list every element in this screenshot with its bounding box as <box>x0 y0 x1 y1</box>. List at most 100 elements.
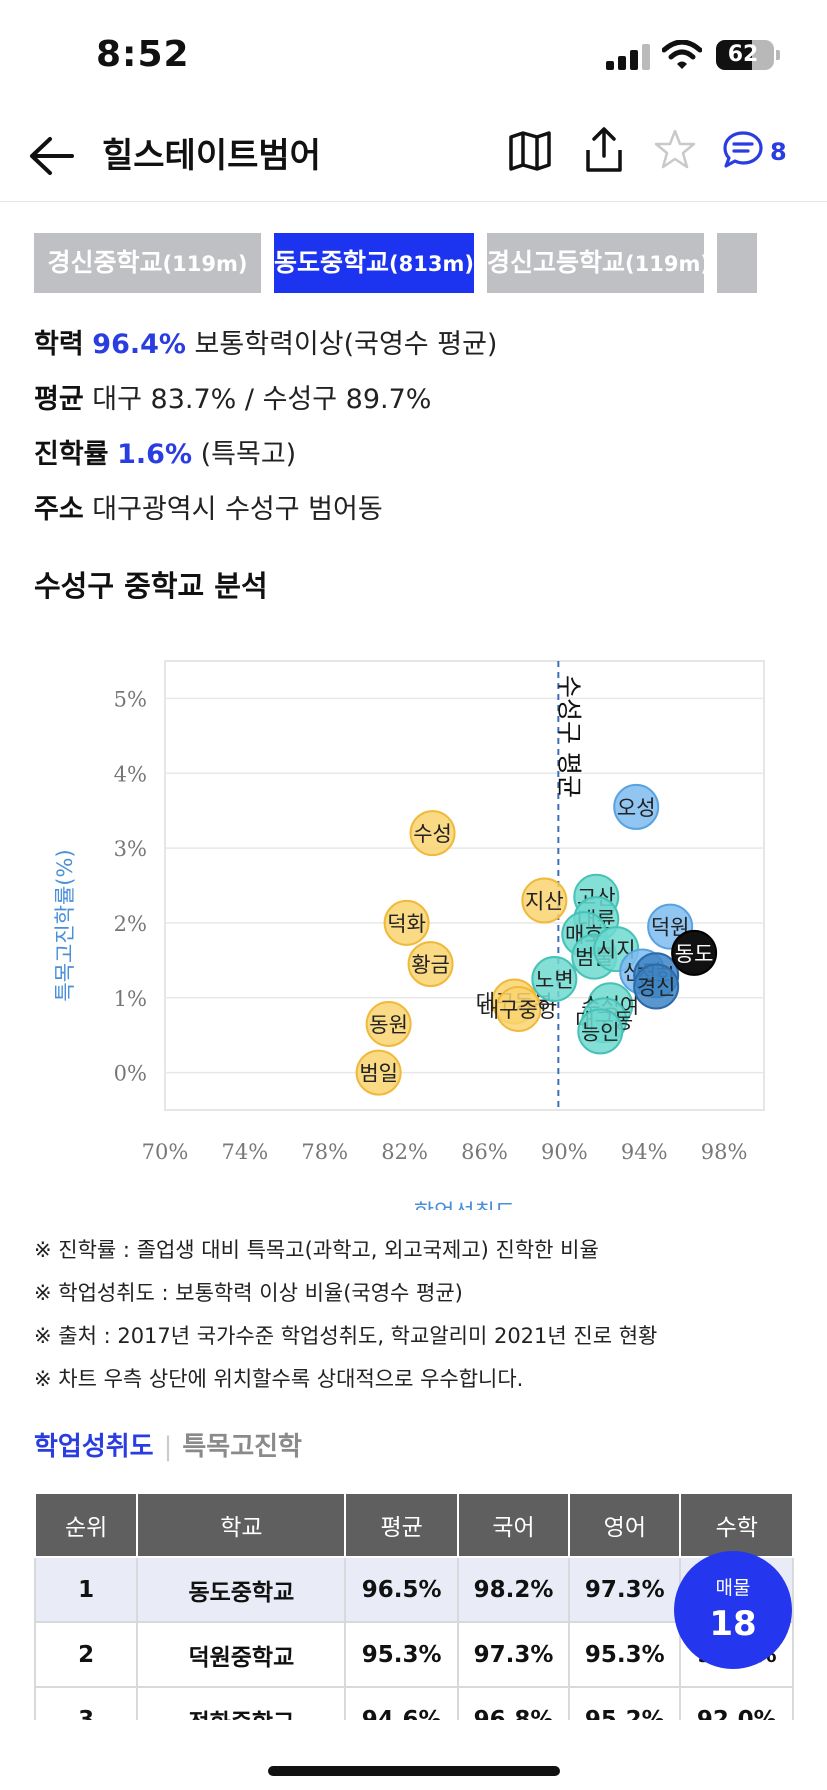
data-point-label: 지산 <box>525 889 564 913</box>
data-point-label: 능인 <box>581 1020 620 1044</box>
x-tick-label: 86% <box>461 1140 508 1164</box>
col-rank: 순위 <box>34 1492 139 1558</box>
app-header: 힐스테이트범어 8 <box>0 110 827 202</box>
x-tick-label: 74% <box>222 1140 269 1164</box>
tab-special-advance[interactable]: 특목고진학 <box>182 1432 302 1462</box>
note-item: ※ 출처 : 2017년 국가수준 학업성취도, 학교알리미 2021년 진로 … <box>34 1324 658 1348</box>
col-average: 평균 <box>344 1492 459 1558</box>
table-row[interactable]: 2 덕원중학교 95.3% 97.3% 95.3% 93.3% <box>34 1621 794 1688</box>
tab-school-2[interactable]: 경신고등학교(119m) <box>487 233 710 293</box>
status-bar: 8:52 62 <box>0 0 827 110</box>
y-tick-label: 5% <box>114 687 147 711</box>
data-point <box>613 783 660 830</box>
reference-line-label: 수성구 평균 <box>554 675 583 798</box>
tab-achievement[interactable]: 학업성취도 <box>34 1432 154 1462</box>
info-achievement: 학력 96.4% 보통학력이상(국영수 평균) <box>34 322 497 361</box>
data-point <box>633 963 680 1010</box>
cell-korean: 98.2% <box>456 1556 571 1623</box>
info-advance-label: 진학률 <box>34 439 109 470</box>
cell-average: 95.3% <box>344 1621 459 1688</box>
cell-average: 96.5% <box>344 1556 459 1623</box>
signal-icon <box>606 44 650 70</box>
info-achievement-label: 학력 <box>34 329 84 360</box>
info-advance-value: 1.6% <box>117 439 193 470</box>
y-tick-label: 3% <box>114 837 147 861</box>
cell-rank: 1 <box>34 1556 139 1623</box>
info-advance-desc: (특목고) <box>200 439 297 470</box>
x-tick-label: 82% <box>381 1140 428 1164</box>
data-point-label: 황금 <box>411 953 450 977</box>
data-point-label: 덕화 <box>387 912 426 936</box>
home-indicator[interactable] <box>268 1766 560 1776</box>
share-icon[interactable] <box>584 126 624 174</box>
x-axis-title: 학업성취도 <box>414 1201 515 1210</box>
data-point <box>365 1000 412 1047</box>
info-address-label: 주소 <box>34 494 84 525</box>
info-achievement-value: 96.4% <box>92 329 186 360</box>
fab-label: 매물 <box>715 1577 751 1599</box>
data-point <box>409 810 456 857</box>
data-point <box>577 1008 624 1055</box>
note-item: ※ 학업성취도 : 보통학력 이상 비율(국영수 평균) <box>34 1281 463 1305</box>
cell-english: 97.3% <box>568 1556 682 1623</box>
section-title: 수성구 중학교 분석 <box>34 569 268 603</box>
data-point <box>355 1049 402 1096</box>
cell-english: 95.2% <box>568 1686 682 1720</box>
data-point-label: 대구중앙 <box>480 998 557 1022</box>
col-math: 수학 <box>679 1492 794 1558</box>
col-english: 영어 <box>568 1492 682 1558</box>
chat-count: 8 <box>770 138 787 166</box>
map-icon[interactable] <box>508 130 552 172</box>
y-tick-label: 1% <box>114 987 147 1011</box>
data-point-label: 경신 <box>637 976 676 1000</box>
cell-math: 92.0% <box>679 1686 794 1720</box>
table-header-row: 순위 학교 평균 국어 영어 수학 <box>34 1492 794 1558</box>
tab-school-more[interactable] <box>717 233 757 293</box>
cell-school: 동도중학교 <box>136 1556 347 1623</box>
wifi-icon <box>662 40 702 69</box>
y-tick-label: 0% <box>114 1062 147 1086</box>
school-tabs: 경신중학교(119m) 동도중학교(813m) 경신고등학교(119m) <box>34 233 827 293</box>
info-advance: 진학률 1.6% (특목고) <box>34 432 296 471</box>
info-address-value: 대구광역시 수성구 범어동 <box>92 494 383 525</box>
col-korean: 국어 <box>456 1492 571 1558</box>
info-address: 주소 대구광역시 수성구 범어동 <box>34 487 383 526</box>
back-arrow-icon[interactable] <box>28 134 76 178</box>
x-tick-label: 94% <box>621 1140 668 1164</box>
tab-school-1[interactable]: 동도중학교(813m) <box>274 233 474 293</box>
data-point <box>383 899 430 946</box>
tab-divider: | <box>163 1432 173 1462</box>
x-tick-label: 78% <box>301 1140 348 1164</box>
listings-fab[interactable]: 매물 18 <box>674 1551 792 1669</box>
ranking-tabs: 학업성취도 | 특목고진학 <box>34 1426 302 1463</box>
note-item: ※ 차트 우측 상단에 위치할수록 상대적으로 우수합니다. <box>34 1367 524 1391</box>
tab-school-name: 경신고등학교 <box>487 248 626 277</box>
battery-icon: 62 <box>716 40 774 70</box>
tab-school-name: 경신중학교 <box>47 248 163 277</box>
cell-school: 덕원중학교 <box>136 1621 347 1688</box>
x-tick-label: 90% <box>541 1140 588 1164</box>
tab-school-0[interactable]: 경신중학교(119m) <box>34 233 261 293</box>
plot-area <box>164 660 765 1111</box>
info-achievement-desc: 보통학력이상(국영수 평균) <box>194 329 498 360</box>
table-row[interactable]: 3 정화중학교 94.6% 96.8% 95.2% 92.0% <box>34 1686 794 1720</box>
data-point-label: 노변 <box>535 968 574 992</box>
tab-school-name: 동도중학교 <box>274 248 390 277</box>
x-tick-label: 98% <box>701 1140 748 1164</box>
data-point-label: 범일 <box>359 1062 398 1086</box>
battery-cap <box>776 50 780 60</box>
scatter-chart: 0% 1% 2% 3% 4% 5% 70% 74% 78% 82% 86% 90% 94% 98% 학업성취… <box>53 660 765 1210</box>
battery-level: 62 <box>727 42 759 67</box>
cell-rank: 3 <box>34 1686 139 1720</box>
page-title: 힐스테이트범어 <box>102 136 321 176</box>
cell-english: 95.3% <box>568 1621 682 1688</box>
star-icon[interactable] <box>654 128 696 170</box>
chat-icon[interactable] <box>722 130 764 170</box>
cell-korean: 96.8% <box>456 1686 571 1720</box>
data-point <box>521 877 568 924</box>
tab-school-distance: (119m) <box>162 252 248 276</box>
tab-school-distance: (119m) <box>625 252 710 276</box>
info-average-value: 대구 83.7% / 수성구 89.7% <box>92 384 432 415</box>
data-point-label: 동원 <box>369 1013 408 1037</box>
data-point <box>407 941 454 988</box>
